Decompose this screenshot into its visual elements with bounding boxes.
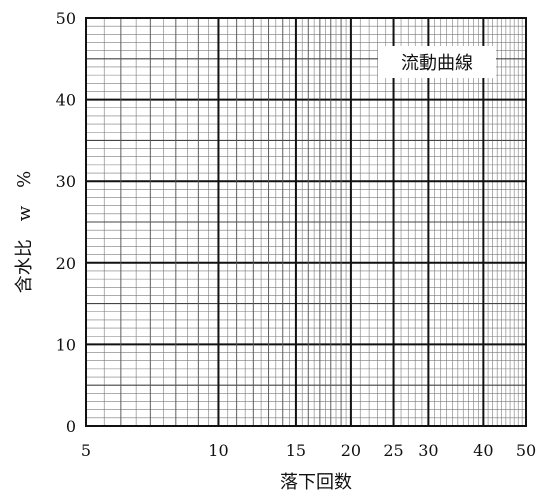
legend-box xyxy=(378,46,496,78)
y-tick-label: 20 xyxy=(56,254,76,273)
x-tick-label: 30 xyxy=(418,441,438,460)
x-axis-title: 落下回数 xyxy=(280,472,352,492)
x-tick-labels: 5 10 15 20 25 30 40 50 xyxy=(81,441,536,460)
x-tick-label: 20 xyxy=(341,441,361,460)
legend-label: 流動曲線 xyxy=(401,53,473,74)
y-axis-title: 含水比 w % xyxy=(14,171,35,294)
y-tick-label: 30 xyxy=(56,172,76,191)
y-tick-label: 10 xyxy=(56,335,76,354)
y-tick-label: 50 xyxy=(56,9,76,28)
legend: 流動曲線 xyxy=(378,46,496,78)
major-grid xyxy=(85,17,527,427)
x-tick-label: 15 xyxy=(286,441,306,460)
x-tick-label: 40 xyxy=(473,441,493,460)
x-tick-label: 5 xyxy=(81,441,91,460)
y-tick-label: 40 xyxy=(56,91,76,110)
x-tick-label: 25 xyxy=(383,441,403,460)
plot-frame xyxy=(85,17,527,427)
x-tick-label: 50 xyxy=(516,441,536,460)
y-tick-label: 0 xyxy=(66,417,76,436)
x-tick-label: 10 xyxy=(208,441,228,460)
y-tick-labels: 0 10 20 30 40 50 xyxy=(56,9,76,436)
